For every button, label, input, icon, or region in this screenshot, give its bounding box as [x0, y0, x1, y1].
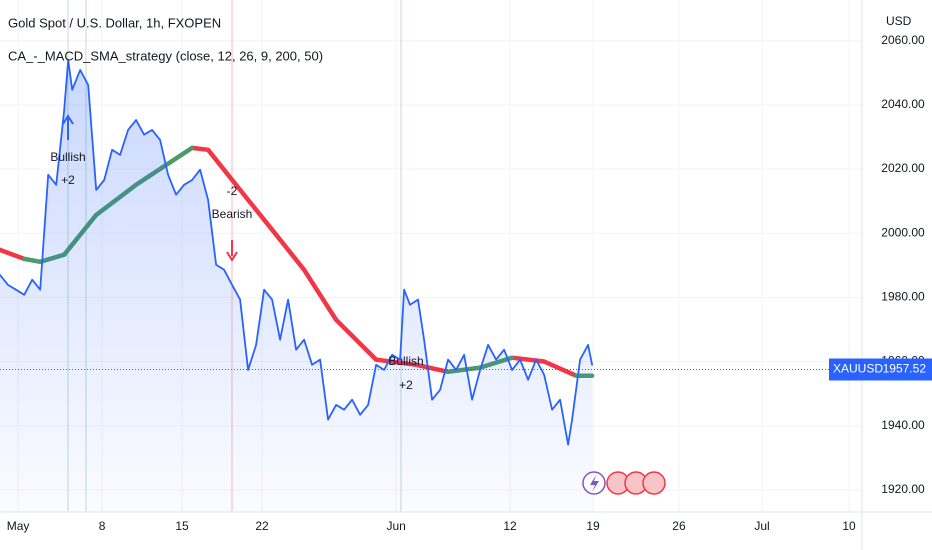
y-tick-label: 2040.00: [881, 97, 925, 111]
x-tick-label: 8: [99, 519, 106, 533]
symbol-label: XAUUSD: [833, 362, 883, 376]
indicator-label: CA_-_MACD_SMA_strategy (close, 12, 26, 9…: [8, 48, 323, 63]
y-tick-label: 1980.00: [881, 290, 925, 304]
last-price-box: [829, 358, 932, 381]
signal-annotation: -2: [227, 184, 238, 198]
x-tick-label: 15: [175, 519, 189, 533]
signal-annotation: +2: [61, 173, 75, 187]
price-area: [0, 60, 593, 512]
price-line: [0, 59, 593, 446]
y-tick-label: 2060.00: [881, 33, 925, 47]
event-icon: [642, 471, 666, 495]
signal-arrow: [226, 240, 238, 262]
x-tick-label: 22: [255, 519, 269, 533]
y-tick-label: 1920.00: [881, 482, 925, 496]
signal-annotation: Bullish: [388, 354, 423, 368]
chart-title: Gold Spot / U.S. Dollar, 1h, FXOPEN: [8, 15, 221, 30]
plot: [0, 59, 595, 512]
y-tick-label: 1940.00: [881, 418, 925, 432]
signal-arrow: [62, 114, 74, 140]
axes: 1920.001940.001960.001980.002000.002020.…: [7, 33, 925, 533]
last-price-label: 1957.52: [883, 362, 927, 376]
x-tick-label: 26: [672, 519, 686, 533]
event-icons: [582, 471, 666, 495]
x-tick-label: 10: [842, 519, 856, 533]
x-tick-label: Jun: [386, 519, 405, 533]
y-tick-label: 2020.00: [881, 161, 925, 175]
x-tick-label: 19: [586, 519, 600, 533]
event-icon: [590, 475, 599, 492]
y-axis-label: USD: [886, 14, 912, 28]
signal-annotation: Bearish: [212, 207, 253, 221]
signal-annotation: Bullish: [50, 150, 85, 164]
x-tick-label: May: [7, 519, 30, 533]
x-tick-label: 12: [503, 519, 517, 533]
signal-annotation: +2: [399, 378, 413, 392]
x-tick-label: Jul: [754, 519, 769, 533]
y-tick-label: 2000.00: [881, 225, 925, 239]
